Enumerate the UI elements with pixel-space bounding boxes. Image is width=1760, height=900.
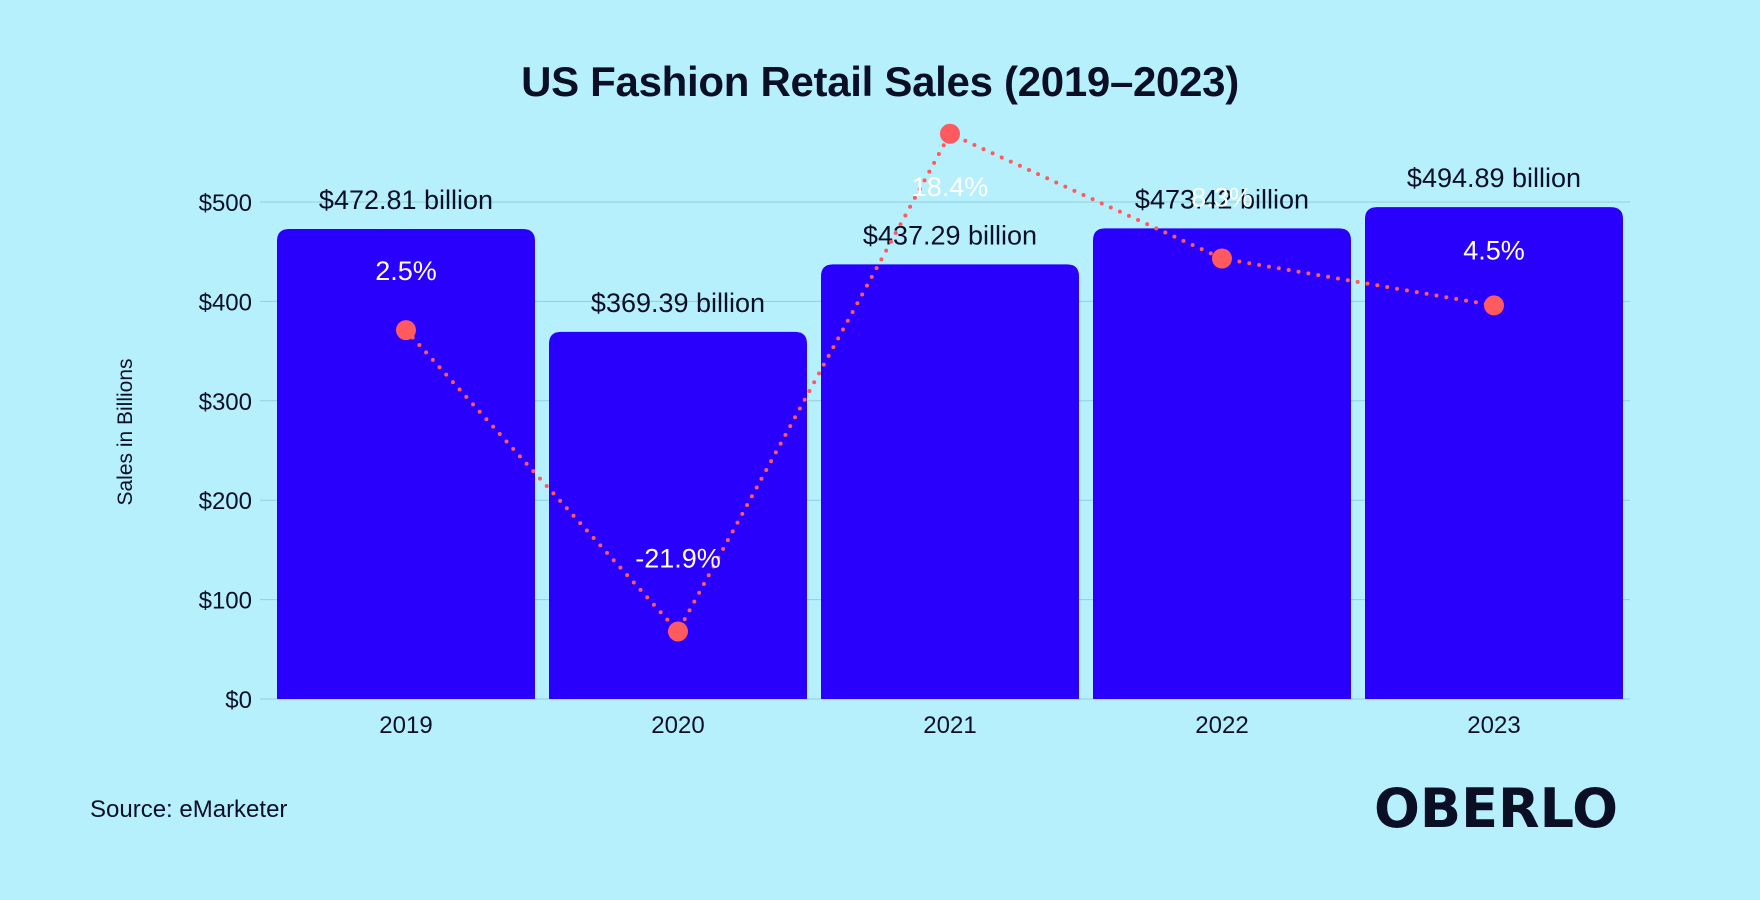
growth-point [668,621,688,642]
x-tick-label: 2019 [379,712,432,739]
growth-label: 18.4% [912,172,989,202]
bar-value-label: $473.42 billion [1135,184,1309,214]
growth-line [404,131,1496,635]
growth-point [396,320,416,341]
bar [549,331,807,699]
x-tick-label: 2023 [1467,712,1520,739]
y-axis-label: Sales in Billions [114,358,137,505]
bar [1093,228,1351,699]
y-tick-label: $0 [225,687,252,714]
x-tick-label: 2021 [923,712,976,739]
growth-label: 2.5% [375,256,437,286]
bar [277,229,535,699]
bar-value-label: $369.39 billion [591,288,765,318]
y-tick-label: $300 [199,389,252,416]
oberlo-logo: OBERLO [1374,778,1618,838]
bar-value-label: $494.89 billion [1407,163,1581,193]
growth-label: -21.9% [635,543,721,573]
chart-title: US Fashion Retail Sales (2019–2023) [521,58,1239,105]
growth-point [940,123,960,144]
growth-label: 8.3% [1191,182,1253,212]
growth-label: 4.5% [1463,235,1525,265]
growth-point [1212,248,1232,269]
y-tick-label: $100 [199,588,252,615]
source-note: Source: eMarketer [90,796,288,823]
growth-point [1484,295,1504,316]
bar-value-label: $437.29 billion [863,220,1037,250]
y-tick-label: $200 [199,488,252,515]
logo-text: OBERLO [1374,778,1618,838]
bar [1365,207,1623,699]
x-tick-label: 2022 [1195,712,1248,739]
y-tick-label: $400 [199,289,252,316]
bar [821,264,1079,699]
bar-value-label: $472.81 billion [319,185,493,215]
y-tick-label: $500 [199,190,252,217]
x-tick-label: 2020 [651,712,704,739]
